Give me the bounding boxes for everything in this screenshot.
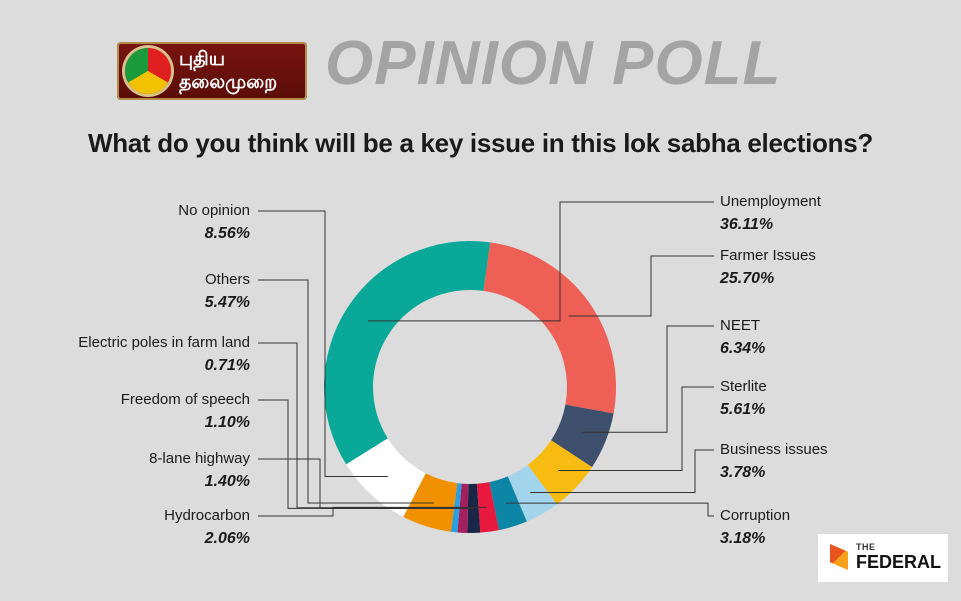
slice-unemployment <box>324 240 491 465</box>
label-unemployment: Unemployment <box>720 193 822 210</box>
value-no-opinion: 8.56% <box>205 225 250 242</box>
slice-no-opinion <box>346 438 426 517</box>
value-freedom-of-speech: 1.10% <box>205 414 250 431</box>
label-corruption: Corruption <box>720 507 790 524</box>
slice-business-issues <box>507 464 557 522</box>
logo-line1: புதிய <box>179 48 225 70</box>
leader-sterlite <box>558 386 714 471</box>
label-farmer-issues: Farmer Issues <box>720 247 816 264</box>
leader-unemployment <box>368 201 714 322</box>
value-electric-poles-in-farm-land: 0.71% <box>205 357 250 374</box>
value-hydrocarbon: 2.06% <box>204 530 250 547</box>
leader-corruption <box>505 502 714 517</box>
logo-text: புதிய தலைமுறை <box>179 48 277 94</box>
leader-farmer-issues <box>568 255 714 317</box>
leader-business-issues <box>530 449 714 494</box>
label-hydrocarbon: Hydrocarbon <box>164 507 250 524</box>
value-corruption: 3.18% <box>720 530 765 547</box>
brand-name: FEDERAL <box>856 552 941 572</box>
label-no-opinion: No opinion <box>178 202 250 219</box>
label-others: Others <box>205 271 250 288</box>
leader-neet <box>582 325 714 433</box>
label-business-issues: Business issues <box>720 441 828 458</box>
slice-farmer-issues <box>483 242 616 414</box>
slice-hydrocarbon <box>476 482 500 533</box>
federal-mark-icon <box>830 544 848 570</box>
puthiya-thalaimurai-logo: புதிய தலைமுறை <box>117 42 307 100</box>
value-others: 5.47% <box>205 294 250 311</box>
slice-neet <box>551 404 614 468</box>
value-sterlite: 5.61% <box>720 401 765 418</box>
question-text: What do you think will be a key issue in… <box>88 128 873 158</box>
label-sterlite: Sterlite <box>720 378 767 395</box>
the-federal-logo: THE FEDERAL <box>818 534 948 582</box>
leader-hydrocarbon <box>258 506 487 517</box>
label-neet: NEET <box>720 317 760 334</box>
logo-line2: தலைமுறை <box>179 71 278 93</box>
label-freedom-of-speech: Freedom of speech <box>121 391 250 408</box>
value-business-issues: 3.78% <box>720 464 765 481</box>
value-farmer-issues: 25.70% <box>719 270 774 287</box>
leader-others <box>258 279 434 504</box>
label-electric-poles-in-farm-land: Electric poles in farm land <box>78 334 250 351</box>
leader-8-lane-highway <box>258 458 474 509</box>
slice-8-lane-highway <box>467 483 481 533</box>
brand-the: THE <box>856 542 876 552</box>
leader-no-opinion <box>258 210 388 477</box>
value-8-lane-highway: 1.40% <box>205 473 250 490</box>
logo-emblem-icon <box>125 48 171 94</box>
slice-sterlite <box>527 440 593 505</box>
value-unemployment: 36.11% <box>720 216 773 233</box>
page-title: OPINION POLL <box>325 29 782 98</box>
value-neet: 6.34% <box>720 340 765 357</box>
label-8-lane-highway: 8-lane highway <box>149 450 250 467</box>
